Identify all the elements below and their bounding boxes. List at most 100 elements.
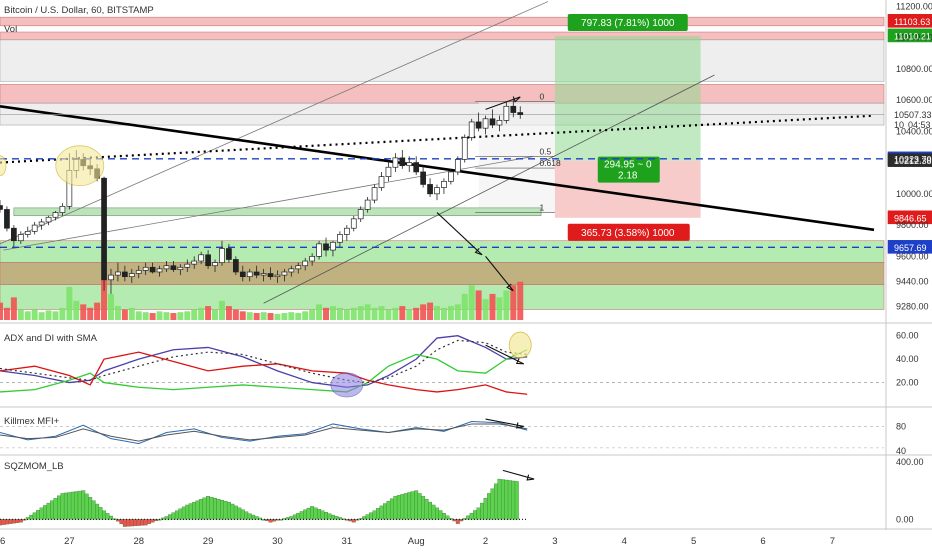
volume-bar — [170, 313, 177, 320]
price-axis-tick-label: 9440.00 — [896, 276, 929, 286]
candle-body — [350, 218, 357, 229]
chart-title: Bitcoin / U.S. Dollar, 60, BITSTAMP — [4, 5, 154, 16]
volume-bar — [114, 306, 121, 320]
volume-bar — [288, 312, 295, 320]
candle-body — [309, 255, 315, 262]
volume-bar — [80, 304, 87, 320]
candle-body — [337, 234, 343, 243]
momentum-bar — [310, 506, 315, 520]
price-label: 10212.38 — [894, 156, 932, 166]
zone-support — [0, 284, 885, 310]
momentum-bar — [43, 505, 48, 520]
momentum-bar — [487, 493, 491, 520]
price-axis-tick-label: 10800.00 — [896, 64, 932, 74]
volume-bar — [385, 309, 392, 320]
momentum-bar — [36, 510, 41, 520]
momentum-bar — [483, 498, 488, 520]
candle-body — [0, 205, 3, 210]
price-label: 11103.63 — [894, 17, 930, 27]
volume-bar — [454, 304, 461, 320]
fib-level-label: 0 — [539, 92, 544, 102]
adx-series-line — [0, 339, 528, 384]
volume-bar — [274, 313, 281, 320]
candle-body — [31, 224, 38, 232]
volume-bar — [489, 293, 496, 320]
candle-body — [177, 266, 184, 270]
momentum-bar — [119, 519, 124, 525]
volume-bar — [38, 312, 45, 320]
x-axis-tick-label: 31 — [342, 536, 353, 547]
momentum-bar — [313, 507, 318, 520]
x-axis-tick-label: 29 — [203, 536, 214, 547]
mfi-down-arrow-head — [516, 422, 524, 429]
volume-bar — [510, 285, 517, 320]
momentum-bar — [244, 511, 249, 520]
adx-axis-tick-label: 20.00 — [896, 378, 919, 388]
momentum-bar — [29, 514, 34, 520]
volume-bar — [413, 307, 420, 320]
zone-support — [0, 240, 885, 263]
momentum-bar — [233, 505, 238, 520]
momentum-bar — [133, 519, 138, 526]
candle-body — [371, 187, 378, 201]
momentum-bar — [240, 509, 245, 520]
volume-bar — [163, 312, 170, 320]
candle-body — [427, 184, 433, 195]
peak-highlight-circle — [55, 145, 105, 187]
zone-resistance — [0, 84, 885, 104]
volume-bar — [399, 306, 406, 320]
momentum-bar — [77, 490, 82, 520]
momentum-bar — [251, 514, 256, 520]
candle-body — [115, 271, 121, 276]
momentum-bar — [171, 512, 176, 520]
fib-level-label: 0.618 — [539, 158, 561, 168]
center-box-badge — [597, 156, 660, 183]
momentum-bar — [46, 502, 51, 520]
momentum-bar — [81, 490, 86, 520]
momentum-bar — [247, 513, 252, 520]
candle-body — [378, 176, 385, 188]
x-axis-tick-label: 4 — [622, 536, 627, 547]
momentum-bar — [372, 510, 377, 520]
momentum-bar — [39, 507, 44, 520]
volume-bar — [406, 309, 413, 320]
price-down-arrow-1-head — [474, 248, 483, 256]
candle-body — [434, 187, 440, 195]
volume-bar — [267, 313, 274, 320]
mfi-series-line — [0, 423, 528, 442]
x-axis-tick-label: 28 — [133, 536, 144, 547]
volume-bar — [59, 307, 66, 320]
momentum-bar — [317, 509, 322, 520]
adx-series-line — [0, 349, 528, 393]
candle-body — [302, 260, 309, 267]
price-label-badge — [887, 14, 932, 28]
candle-body — [448, 171, 454, 182]
momentum-bar — [88, 497, 93, 520]
descending-trendline — [0, 105, 875, 232]
candle-body — [38, 221, 45, 226]
volume-bar — [10, 297, 17, 320]
center-box-label: 294.95 ~ 0 — [604, 160, 652, 171]
momentum-bar — [102, 510, 106, 520]
price-axis-tick-label: 10600.00 — [896, 95, 932, 105]
volume-bar — [135, 311, 142, 320]
volume-bar — [461, 293, 468, 320]
volume-bar — [316, 304, 323, 320]
momentum-bar — [60, 493, 65, 520]
volume-bar — [371, 307, 378, 320]
volume-bar — [427, 302, 434, 320]
momentum-bar — [497, 478, 502, 520]
momentum-bar — [514, 481, 519, 520]
momentum-bar — [192, 501, 197, 520]
candle-body — [108, 274, 114, 281]
momentum-bar — [473, 510, 478, 520]
momentum-bar — [379, 505, 384, 520]
volume-bar — [295, 313, 302, 320]
momentum-bar — [4, 519, 9, 525]
volume-bar — [350, 307, 357, 320]
candle-body — [420, 171, 426, 185]
volume-bar — [309, 309, 316, 320]
momentum-bar — [438, 510, 443, 520]
fib-level-label: 1 — [539, 203, 544, 213]
